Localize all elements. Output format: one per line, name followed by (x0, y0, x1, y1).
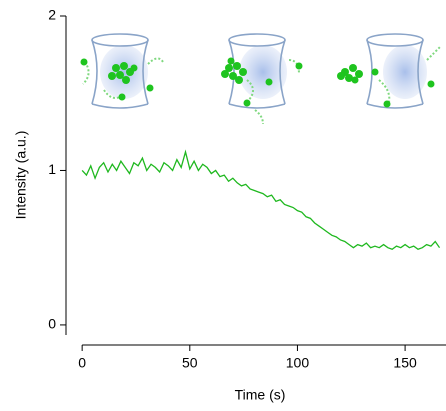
x-tick-label: 150 (393, 355, 417, 371)
y-tick-label: 0 (48, 316, 56, 332)
illustration (221, 33, 303, 125)
y-tick-label: 1 (48, 161, 56, 177)
illustration (337, 33, 442, 109)
x-tick-label: 50 (182, 355, 198, 371)
illustration (80, 33, 164, 109)
x-tick-label: 100 (286, 355, 310, 371)
illustrations (80, 33, 442, 125)
x-axis-label: Time (s) (235, 387, 286, 403)
x-tick-label: 0 (78, 355, 86, 371)
y-axis-label: Intensity (a.u.) (13, 131, 29, 220)
data-line (81, 149, 441, 250)
y-tick-label: 2 (48, 7, 56, 23)
